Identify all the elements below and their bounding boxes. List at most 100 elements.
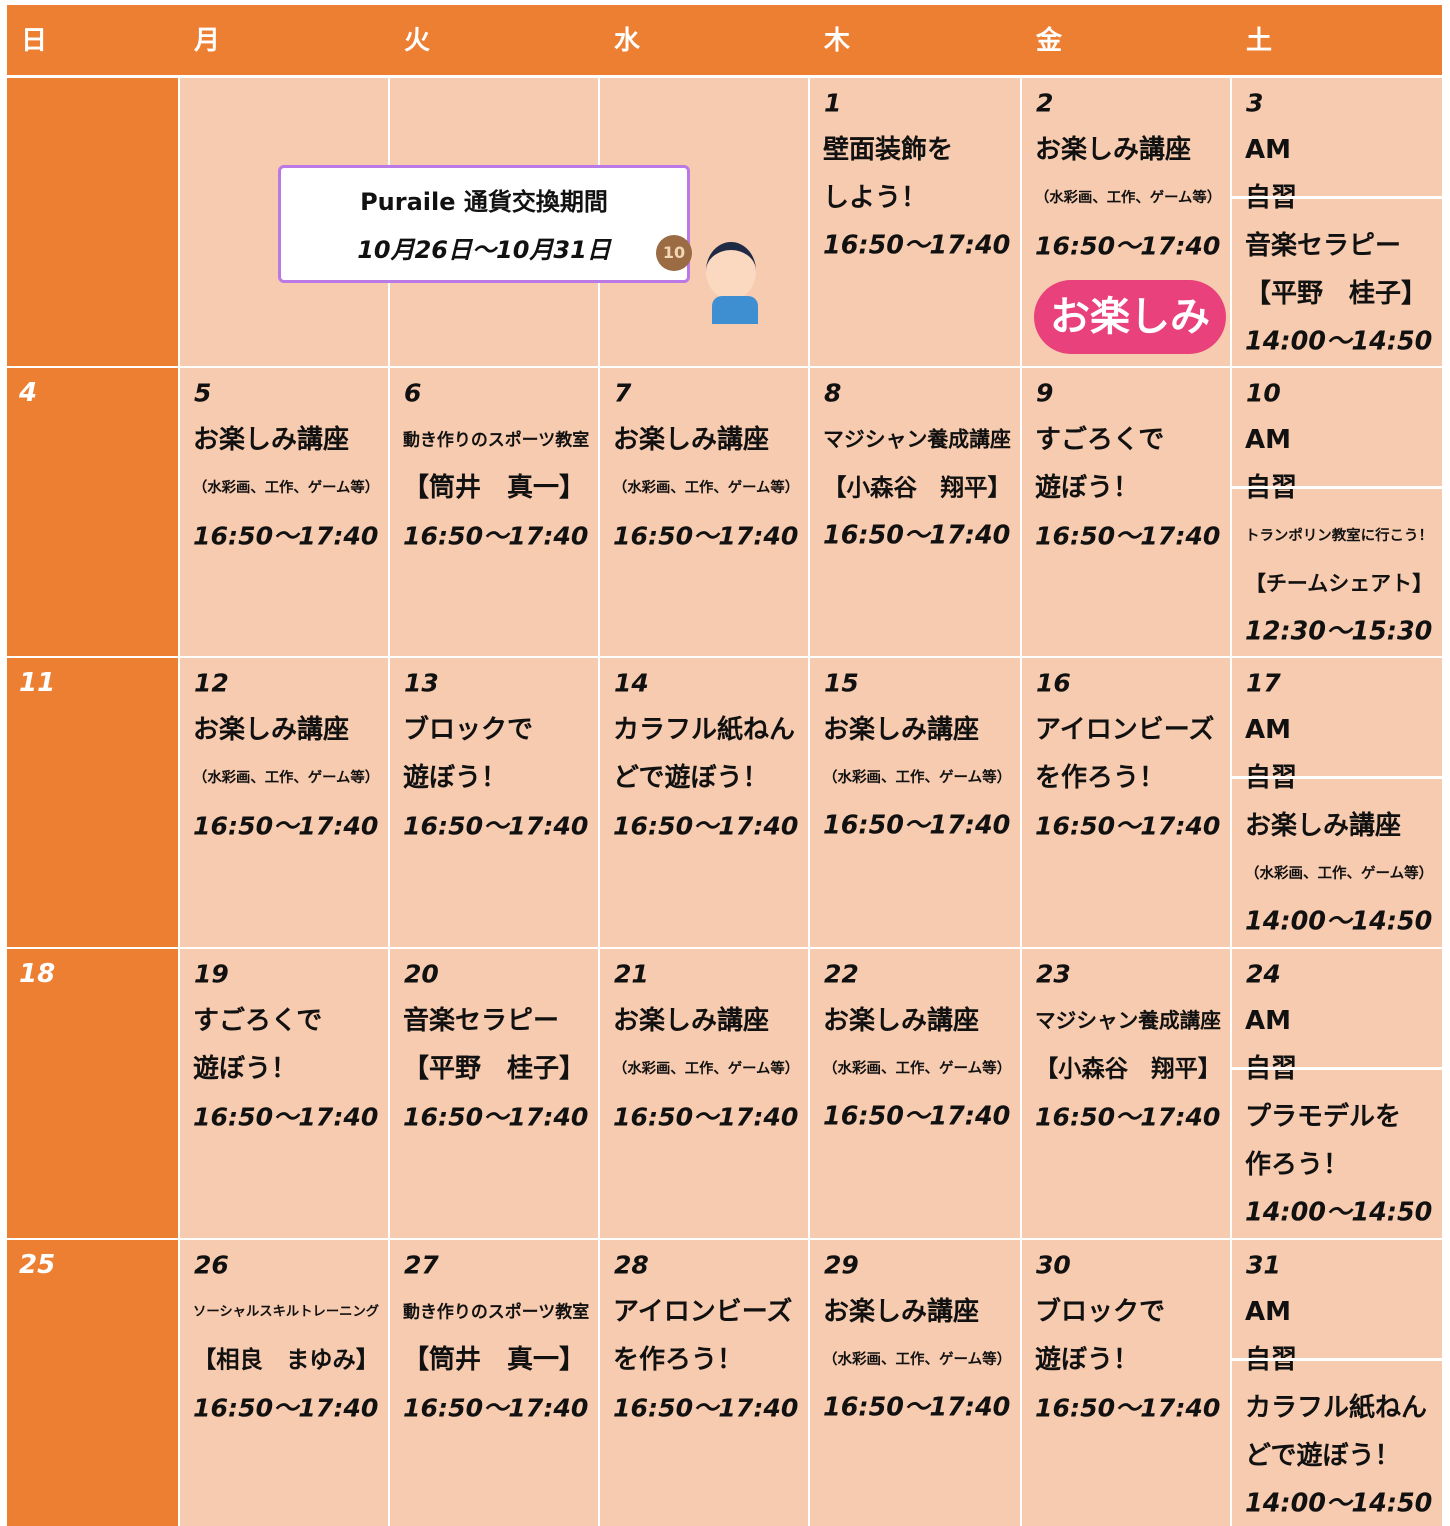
- event-text: トランポリン教室に行こう！: [1245, 527, 1433, 544]
- time-text: 16:50～17:40: [613, 1102, 799, 1132]
- time-text: 16:50～17:40: [613, 811, 799, 841]
- day-cell: [180, 368, 388, 656]
- day-number: 3: [1246, 88, 1264, 118]
- day-cell: [600, 658, 808, 947]
- day-number: 9: [1036, 378, 1054, 408]
- sunday-cell: [7, 78, 178, 366]
- day-number: 5: [194, 378, 212, 408]
- time-text: 14:00～14:50: [1245, 1197, 1433, 1228]
- section-divider: [1232, 1358, 1442, 1361]
- event-text: 音楽セラピー: [1245, 231, 1402, 261]
- event-text: アイロンビーズ: [1035, 715, 1215, 745]
- time-text: 16:50～17:40: [823, 230, 1011, 261]
- sunday-cell: [7, 949, 178, 1238]
- time-text: 16:50～17:40: [1035, 231, 1221, 261]
- event-text: （水彩画、工作、ゲーム等）: [1035, 189, 1222, 206]
- weekday-label: 土: [1246, 26, 1273, 56]
- event-text: カラフル紙ねん: [1245, 1393, 1428, 1423]
- event-text: （水彩画、工作、ゲーム等）: [613, 479, 800, 496]
- event-text: 【平野 桂子】: [403, 1054, 586, 1084]
- time-text: 16:50～17:40: [193, 1393, 379, 1423]
- section-divider: [1232, 1067, 1442, 1070]
- day-number: 17: [1246, 668, 1281, 698]
- event-text: 遊ぼう！: [403, 763, 508, 793]
- event-text: お楽しみ講座: [193, 715, 350, 745]
- day-cell: [180, 1240, 388, 1526]
- day-number: 24: [1246, 959, 1281, 989]
- day-cell: [390, 368, 598, 656]
- event-text: 動き作りのスポーツ教室: [403, 429, 590, 450]
- event-text: お楽しみ講座: [823, 1006, 980, 1036]
- day-cell: [1232, 658, 1442, 947]
- time-text: 16:50～17:40: [823, 810, 1011, 841]
- event-text: アイロンビーズ: [613, 1297, 793, 1327]
- sunday-number: 4: [19, 378, 38, 408]
- day-number: 26: [194, 1250, 229, 1280]
- event-text: を作ろう！: [1035, 763, 1166, 793]
- section-divider: [1232, 776, 1442, 779]
- time-text: 16:50～17:40: [613, 521, 799, 551]
- day-number: 29: [824, 1250, 859, 1280]
- event-text: お楽しみ講座: [1035, 135, 1192, 165]
- day-number: 27: [404, 1250, 439, 1280]
- event-text: ブロックで: [1035, 1297, 1166, 1327]
- event-text: お楽しみ講座: [823, 715, 980, 745]
- event-text: AM: [1245, 715, 1291, 745]
- day-number: 22: [824, 959, 859, 989]
- time-text: 16:50～17:40: [1035, 1393, 1221, 1423]
- day-number: 12: [194, 668, 229, 698]
- day-cell: [390, 1240, 598, 1526]
- event-text: を作ろう！: [613, 1345, 744, 1375]
- banner-title: Puraile 通貨交換期間: [360, 188, 608, 216]
- event-text: 【チームシェアト】: [1245, 571, 1434, 596]
- time-text: 16:50～17:40: [403, 1393, 589, 1423]
- event-text: 【筒井 真一】: [403, 1345, 586, 1375]
- event-text: どで遊ぼう！: [1245, 1441, 1401, 1471]
- time-text: 16:50～17:40: [823, 1392, 1011, 1423]
- event-text: マジシャン養成講座: [823, 427, 1011, 452]
- event-text: （水彩画、工作、ゲーム等）: [823, 1060, 1012, 1077]
- event-text: お楽しみ講座: [613, 1006, 770, 1036]
- day-cell: [1022, 368, 1230, 656]
- day-cell: [1022, 658, 1230, 947]
- event-text: お楽しみ講座: [193, 425, 350, 455]
- time-text: 16:50～17:40: [613, 1393, 799, 1423]
- event-text: お楽しみ講座: [823, 1297, 980, 1327]
- day-number: 23: [1036, 959, 1071, 989]
- event-text: 【相良 まゆみ】: [193, 1346, 380, 1374]
- event-text: 【小森谷 翔平】: [1035, 1055, 1222, 1083]
- day-cell: [600, 949, 808, 1238]
- event-text: カラフル紙ねん: [613, 715, 796, 745]
- event-text: しよう！: [823, 183, 928, 213]
- event-text: 遊ぼう！: [193, 1054, 298, 1084]
- day-number: 20: [404, 959, 439, 989]
- event-text: 【筒井 真一】: [403, 473, 586, 503]
- time-text: 16:50～17:40: [1035, 1102, 1221, 1132]
- time-text: 14:00～14:50: [1245, 906, 1433, 937]
- day-number: 21: [614, 959, 649, 989]
- sunday-number: 11: [19, 668, 56, 698]
- day-cell: [390, 949, 598, 1238]
- day-cell: [1022, 949, 1230, 1238]
- sunday-cell: [7, 1240, 178, 1526]
- day-cell: [1232, 1240, 1442, 1526]
- day-cell: [1232, 949, 1442, 1238]
- day-number: 1: [824, 88, 842, 118]
- day-number: 30: [1036, 1250, 1071, 1280]
- sunday-cell: [7, 368, 178, 656]
- weekday-label: 日: [21, 26, 48, 56]
- day-number: 28: [614, 1250, 649, 1280]
- oraku-badge: お楽しみ: [1034, 280, 1226, 354]
- day-cell: [810, 368, 1020, 656]
- event-text: 動き作りのスポーツ教室: [403, 1301, 590, 1322]
- event-text: AM: [1245, 1006, 1291, 1036]
- sunday-number: 25: [19, 1250, 56, 1280]
- day-cell: [810, 949, 1020, 1238]
- time-text: 12:30～15:30: [1245, 616, 1433, 647]
- day-cell: [810, 1240, 1020, 1526]
- time-text: 16:50～17:40: [1035, 521, 1221, 551]
- weekday-label: 月: [194, 26, 221, 56]
- event-text: お楽しみ講座: [613, 425, 770, 455]
- event-text: マジシャン養成講座: [1035, 1008, 1221, 1033]
